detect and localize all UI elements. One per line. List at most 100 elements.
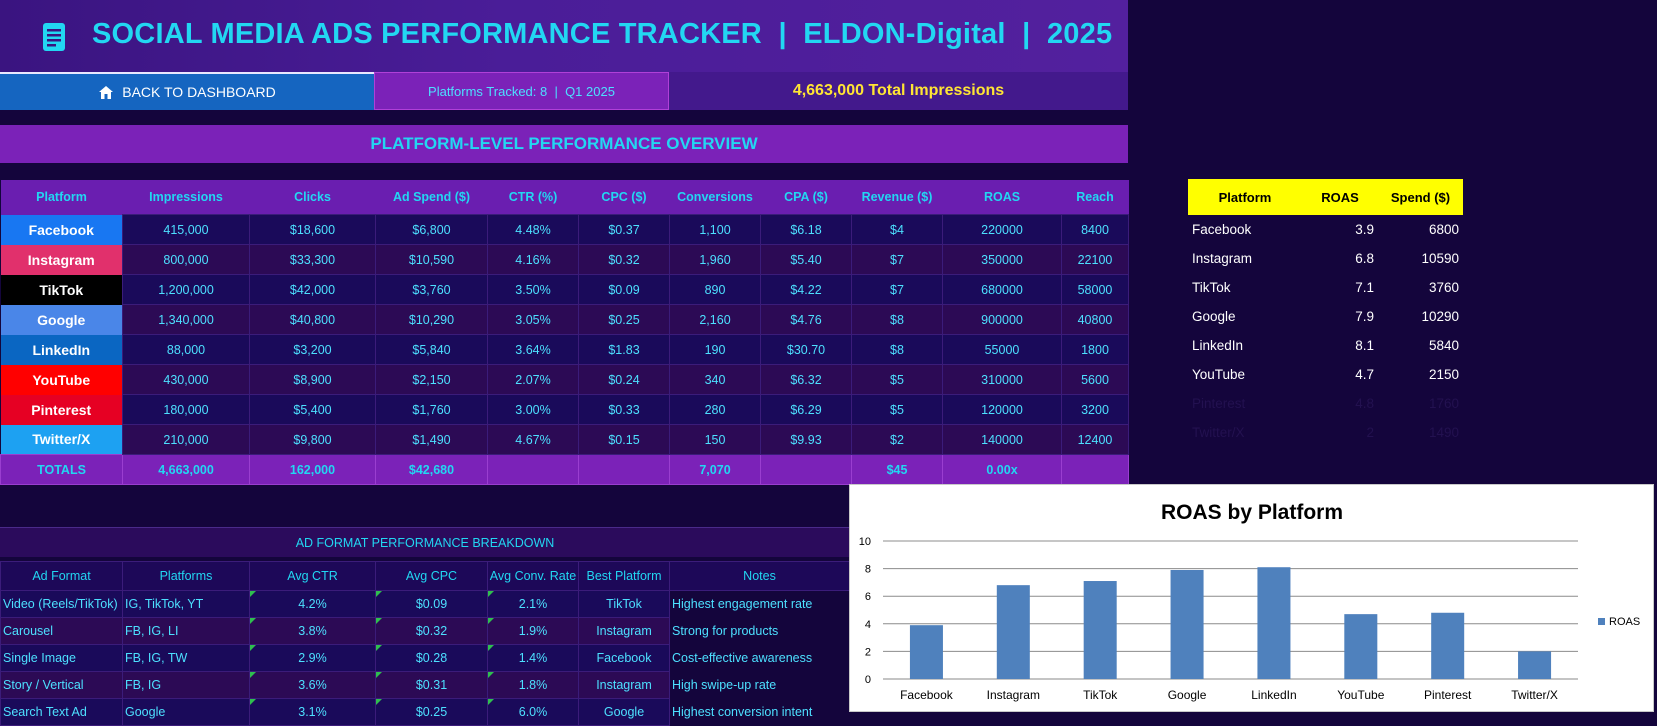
table-cell[interactable]: 4.8 [1355, 396, 1374, 411]
table-cell[interactable]: 4.2% [249, 590, 376, 618]
table-cell[interactable]: Facebook [1192, 222, 1252, 237]
table-cell[interactable]: $6.32 [760, 364, 852, 395]
totals-cell[interactable]: TOTALS [0, 454, 123, 485]
table-cell[interactable]: 58000 [1061, 274, 1129, 305]
table-cell[interactable]: 4.48% [487, 214, 579, 245]
table-cell[interactable]: 3200 [1061, 394, 1129, 425]
totals-cell[interactable] [1061, 454, 1129, 485]
table-cell[interactable]: $30.70 [760, 334, 852, 365]
totals-cell[interactable] [760, 454, 852, 485]
table-cell[interactable]: 2.9% [249, 644, 376, 672]
table-cell[interactable]: IG, TikTok, YT [122, 590, 250, 618]
table-cell[interactable]: $9,800 [249, 424, 376, 455]
back-to-dashboard-button[interactable]: BACK TO DASHBOARD [0, 72, 374, 110]
table-cell[interactable]: Google [122, 698, 250, 726]
table-cell[interactable]: LinkedIn [1192, 338, 1244, 353]
table-cell[interactable]: $0.25 [578, 304, 670, 335]
table-cell[interactable]: FB, IG, TW [122, 644, 250, 672]
table-cell[interactable]: 6.0% [487, 698, 579, 726]
table-cell[interactable]: $5,840 [375, 334, 488, 365]
table-cell[interactable]: 1,340,000 [122, 304, 250, 335]
table-cell[interactable]: $42,000 [249, 274, 376, 305]
table-cell[interactable]: TikTok [578, 590, 670, 618]
totals-cell[interactable]: 7,070 [669, 454, 761, 485]
table-cell[interactable]: 10290 [1421, 309, 1459, 324]
table-cell[interactable]: FB, IG [122, 671, 250, 699]
column-header[interactable]: Avg Conv. Rate [487, 561, 579, 591]
table-cell[interactable]: TikTok [1192, 280, 1231, 295]
table-cell[interactable]: 4.67% [487, 424, 579, 455]
column-header[interactable]: Platforms [122, 561, 250, 591]
table-cell[interactable]: 1.9% [487, 617, 579, 645]
column-header[interactable]: Revenue ($) [851, 180, 943, 215]
totals-cell[interactable]: $42,680 [375, 454, 488, 485]
column-header[interactable]: CPA ($) [760, 180, 852, 215]
table-cell[interactable]: 8.1 [1355, 338, 1374, 353]
table-cell[interactable]: 1.4% [487, 644, 579, 672]
table-cell[interactable]: Google [1192, 309, 1236, 324]
table-cell[interactable]: 190 [669, 334, 761, 365]
table-cell[interactable]: 1800 [1061, 334, 1129, 365]
column-header[interactable]: Best Platform [578, 561, 670, 591]
table-cell[interactable]: Highest conversion intent [670, 699, 850, 726]
column-header[interactable]: Platform [1188, 179, 1302, 215]
table-cell[interactable]: 415,000 [122, 214, 250, 245]
table-cell[interactable]: 890 [669, 274, 761, 305]
table-cell[interactable]: Facebook [578, 644, 670, 672]
column-header[interactable]: Platform [0, 180, 123, 215]
table-cell[interactable]: 1760 [1428, 396, 1459, 411]
column-header[interactable]: Avg CPC [375, 561, 488, 591]
platform-cell[interactable]: Google [0, 304, 123, 335]
table-cell[interactable]: 3.05% [487, 304, 579, 335]
roas-chart-container[interactable]: ROAS by Platform 0 2 4 6 8 10 Facebook Instagram… [849, 484, 1654, 712]
table-cell[interactable]: $0.15 [578, 424, 670, 455]
totals-cell[interactable]: 162,000 [249, 454, 376, 485]
table-cell[interactable]: 7.1 [1355, 280, 1374, 295]
bar-tiktok[interactable] [1083, 581, 1117, 679]
table-cell[interactable]: Pinterest [1192, 396, 1246, 411]
platform-cell[interactable]: Instagram [0, 244, 123, 275]
table-cell[interactable]: $7 [851, 274, 943, 305]
table-cell[interactable]: Video (Reels/TikTok) [0, 590, 123, 618]
table-cell[interactable]: Strong for products [670, 618, 850, 645]
table-cell[interactable]: $0.09 [375, 590, 488, 618]
totals-cell[interactable]: 4,663,000 [122, 454, 250, 485]
table-cell[interactable]: $5.40 [760, 244, 852, 275]
table-cell[interactable]: $1.83 [578, 334, 670, 365]
table-cell[interactable]: $3,200 [249, 334, 376, 365]
table-cell[interactable]: 88,000 [122, 334, 250, 365]
table-cell[interactable]: 800,000 [122, 244, 250, 275]
table-cell[interactable]: 3.9 [1355, 222, 1374, 237]
table-cell[interactable]: YouTube [1192, 367, 1246, 382]
table-cell[interactable]: 55000 [942, 334, 1062, 365]
table-cell[interactable]: $0.37 [578, 214, 670, 245]
bar-pinterest[interactable] [1431, 612, 1465, 679]
table-cell[interactable]: 40800 [1061, 304, 1129, 335]
table-cell[interactable]: $6.29 [760, 394, 852, 425]
table-cell[interactable]: 3.1% [249, 698, 376, 726]
table-cell[interactable]: 900000 [942, 304, 1062, 335]
platform-cell[interactable]: Pinterest [0, 394, 123, 425]
table-cell[interactable]: 2,160 [669, 304, 761, 335]
table-cell[interactable]: $4.76 [760, 304, 852, 335]
totals-cell[interactable] [487, 454, 579, 485]
column-header[interactable]: ROAS [942, 180, 1062, 215]
table-cell[interactable]: 3.6% [249, 671, 376, 699]
bar-google[interactable] [1170, 569, 1204, 679]
table-cell[interactable]: $4 [851, 214, 943, 245]
column-header[interactable]: Clicks [249, 180, 376, 215]
table-cell[interactable]: $1,760 [375, 394, 488, 425]
table-cell[interactable]: $0.32 [578, 244, 670, 275]
table-cell[interactable]: $9.93 [760, 424, 852, 455]
table-cell[interactable]: 5840 [1428, 338, 1459, 353]
table-cell[interactable]: 180,000 [122, 394, 250, 425]
table-cell[interactable]: 220000 [942, 214, 1062, 245]
totals-cell[interactable]: $45 [851, 454, 943, 485]
table-cell[interactable]: Cost-effective awareness [670, 645, 850, 672]
platform-cell[interactable]: YouTube [0, 364, 123, 395]
table-cell[interactable]: 2 [1366, 425, 1374, 440]
column-header[interactable]: Notes [669, 561, 850, 591]
bar-twitter-x[interactable] [1518, 651, 1552, 679]
table-cell[interactable]: 2150 [1428, 367, 1459, 382]
table-cell[interactable]: $0.32 [375, 617, 488, 645]
